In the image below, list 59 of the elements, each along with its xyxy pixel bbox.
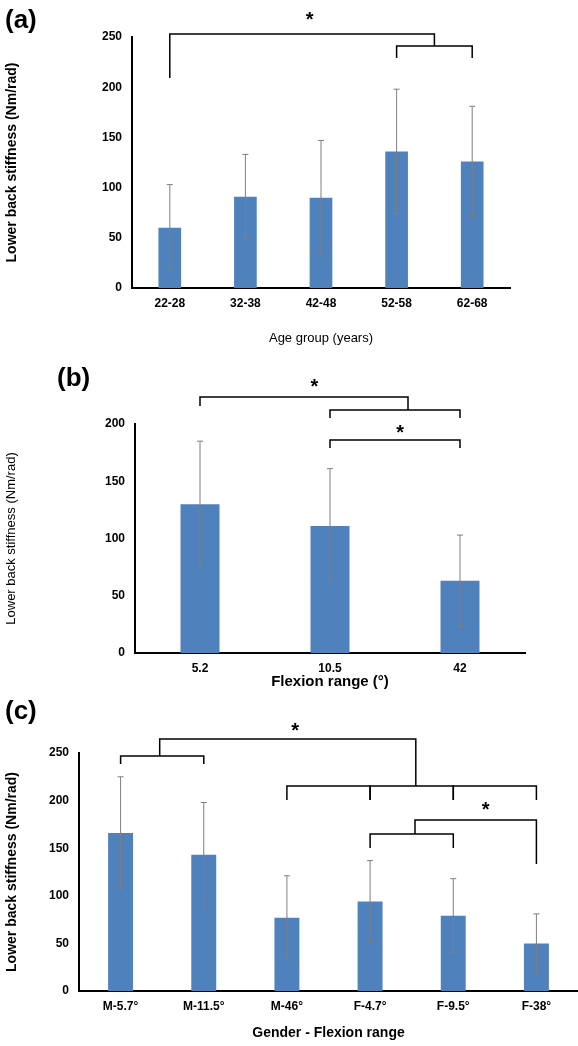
x-tick-label: 62-68 <box>456 295 488 310</box>
y-tick-label: 150 <box>101 129 123 144</box>
x-axis-title: Flexion range (°) <box>271 672 389 690</box>
bar <box>158 227 182 288</box>
bar <box>310 525 350 653</box>
x-tick-label: M-5.7° <box>102 998 139 1013</box>
bar <box>440 580 480 653</box>
bar <box>309 197 333 288</box>
x-tick-label: 42 <box>453 660 467 675</box>
x-tick-label: 32-38 <box>230 295 262 310</box>
y-tick-label: 200 <box>104 416 126 431</box>
y-tick-label: 250 <box>48 745 70 760</box>
x-tick-label: F-9.5° <box>436 998 470 1013</box>
y-tick-label: 50 <box>55 935 70 950</box>
y-axis-title: Lower back stiffness (Nm/rad) <box>3 62 20 263</box>
x-tick-label: 5.2 <box>191 660 209 675</box>
text: * <box>310 375 319 397</box>
x-tick-label: M-46° <box>270 998 304 1013</box>
bar <box>385 151 408 288</box>
text: * <box>305 8 314 30</box>
bar <box>440 915 466 991</box>
y-tick-label: 100 <box>104 530 126 545</box>
x-tick-label: 42-48 <box>305 295 337 310</box>
y-tick-label: 150 <box>104 473 126 488</box>
y-tick-label: 200 <box>48 792 70 807</box>
bar <box>523 943 549 991</box>
x-tick-label: 10.5 <box>318 660 342 675</box>
y-tick-label: 0 <box>118 645 126 660</box>
text: * <box>291 719 300 741</box>
annotation: * <box>481 798 490 820</box>
bar <box>180 504 220 653</box>
bar <box>108 832 134 991</box>
y-axis-title: Lower back stiffness (Nm/rad) <box>3 772 20 972</box>
y-axis-title: Lower back stiffness (Nm/rad) <box>3 452 19 625</box>
x-tick-label: M-11.5° <box>183 998 225 1013</box>
bar <box>234 196 257 288</box>
bar <box>460 161 484 288</box>
y-tick-label: 50 <box>108 230 123 245</box>
bar <box>191 854 217 991</box>
x-tick-label: F-38° <box>521 998 552 1013</box>
y-tick-label: 200 <box>101 79 123 94</box>
chart-title: (c) <box>5 695 37 726</box>
x-axis-title: Gender - Flexion range <box>252 1024 405 1041</box>
x-tick-label: F-4.7° <box>353 998 387 1013</box>
chart-title: (b) <box>57 362 91 393</box>
y-tick-label: 150 <box>48 840 70 855</box>
y-tick-label: 0 <box>62 983 70 998</box>
y-tick-label: 250 <box>101 29 123 44</box>
bar <box>274 917 300 991</box>
y-tick-label: 100 <box>101 179 123 194</box>
y-tick-label: 0 <box>115 280 123 295</box>
bar <box>357 901 383 991</box>
x-tick-label: 52-58 <box>381 295 413 310</box>
y-tick-label: 100 <box>48 888 70 903</box>
x-axis-title: Age group (years) <box>268 329 374 345</box>
y-tick-label: 50 <box>111 588 126 603</box>
chart-title: (a) <box>5 4 37 35</box>
annotation: * <box>396 421 405 443</box>
x-tick-label: 22-28 <box>154 295 186 310</box>
